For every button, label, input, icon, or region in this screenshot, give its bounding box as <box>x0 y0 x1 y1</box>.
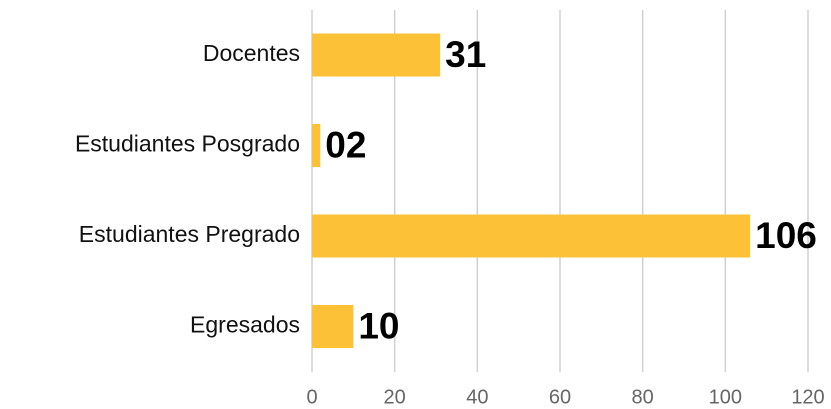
x-tick-label: 0 <box>306 386 317 408</box>
x-tick-label: 100 <box>709 386 742 408</box>
bar <box>312 33 441 77</box>
bar <box>312 214 751 258</box>
value-label: 31 <box>445 34 486 75</box>
value-label: 106 <box>755 215 817 256</box>
value-label: 02 <box>325 124 366 165</box>
y-tick-label: Docentes <box>203 40 300 66</box>
bar <box>312 305 354 348</box>
bar <box>312 124 321 167</box>
y-tick-label: Estudiantes Posgrado <box>75 131 300 157</box>
x-tick-label: 60 <box>549 386 571 408</box>
value-label: 10 <box>358 305 399 346</box>
y-tick-label: Egresados <box>190 312 300 338</box>
x-tick-label: 40 <box>466 386 488 408</box>
x-tick-label: 20 <box>384 386 406 408</box>
y-tick-label: Estudiantes Pregrado <box>79 221 300 247</box>
x-tick-label: 120 <box>791 386 824 408</box>
x-tick-label: 80 <box>632 386 654 408</box>
